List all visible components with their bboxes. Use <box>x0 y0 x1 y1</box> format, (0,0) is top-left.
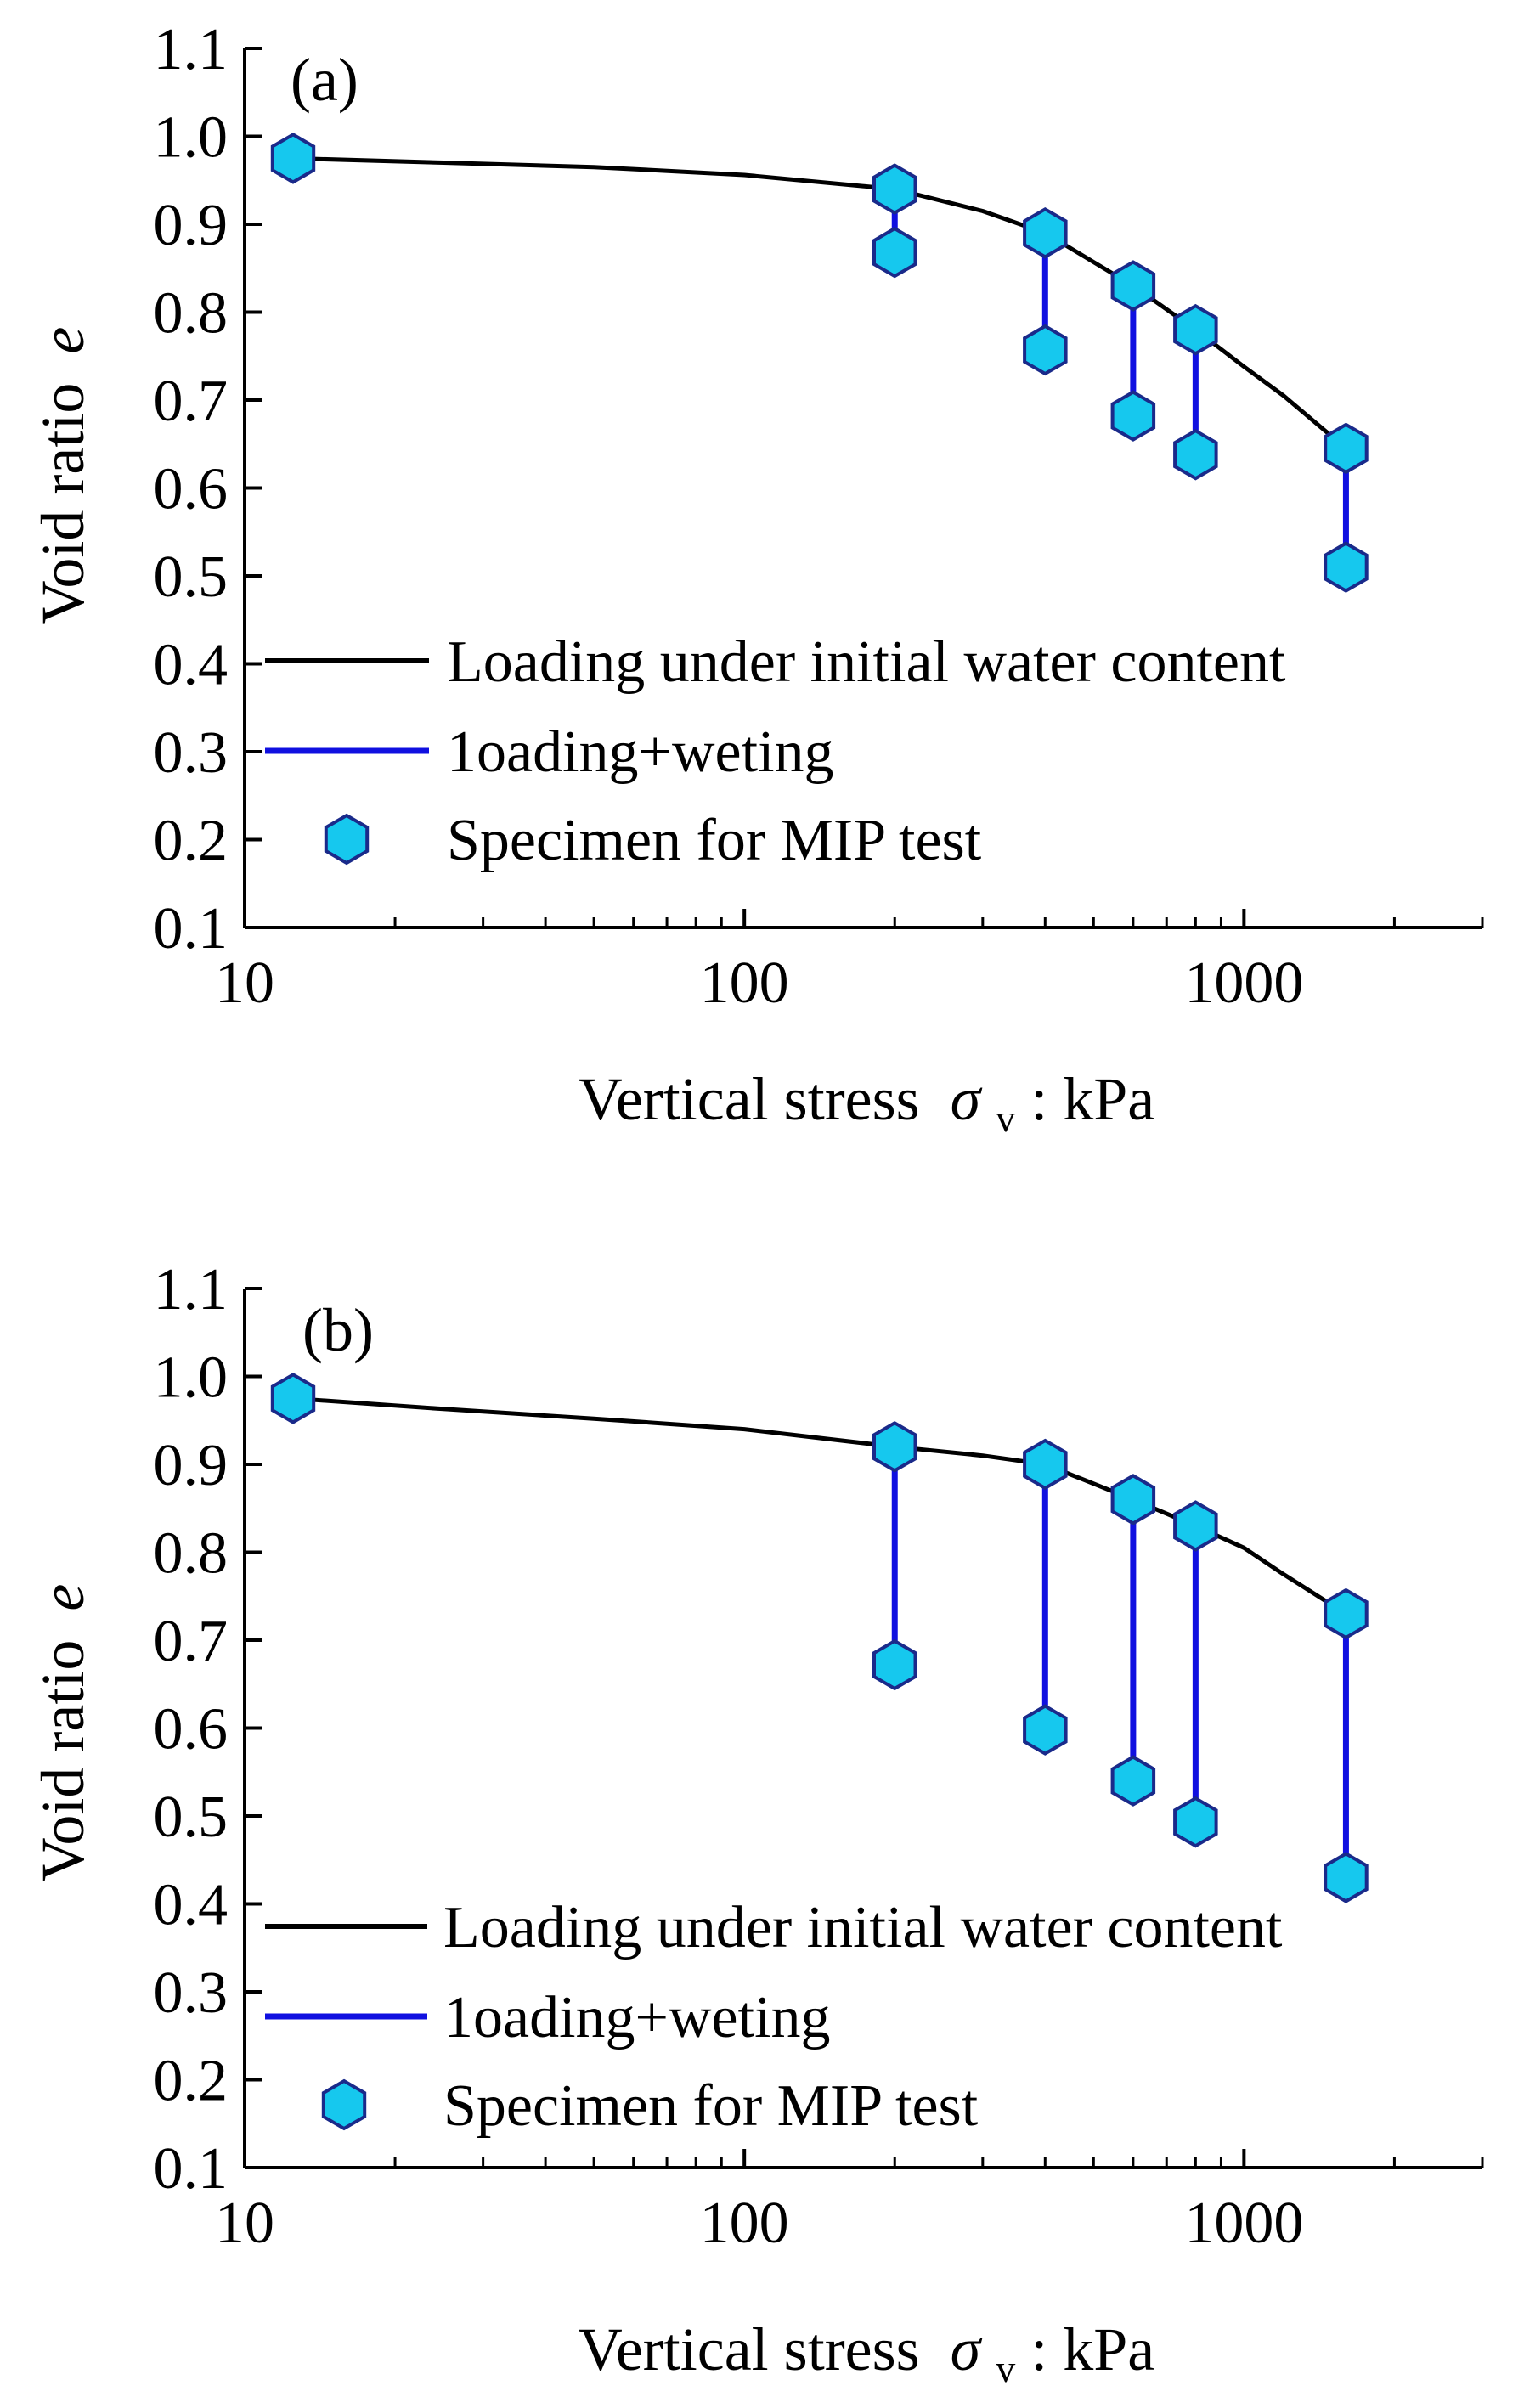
x-axis-subscript: v <box>996 2347 1015 2390</box>
y-tick-label: 0.8 <box>154 281 229 347</box>
specimen-point <box>872 1638 917 1691</box>
panel-label-b: (b) <box>302 1296 374 1364</box>
x-axis-subscript: v <box>996 1097 1015 1140</box>
specimen-point <box>872 226 917 279</box>
y-axis-title-b: Void ratio e <box>29 1584 97 1882</box>
specimen-point <box>1110 390 1156 442</box>
y-tick-label: 0.8 <box>154 1521 229 1587</box>
y-tick-label: 0.4 <box>154 633 229 698</box>
y-tick-label: 0.6 <box>154 457 229 522</box>
x-axis-symbol: σ <box>951 2315 983 2383</box>
legend-hexagon-icon <box>324 813 370 866</box>
axes-frame <box>243 1289 1482 2169</box>
x-axis-label: Vertical stress <box>579 2315 920 2383</box>
y-tick-label: 1.1 <box>154 1257 229 1322</box>
legend-wetting-label: 1oading+weting <box>443 1985 831 2050</box>
specimen-point <box>1173 1796 1218 1848</box>
specimen-point <box>1023 1704 1068 1756</box>
x-axis-symbol: σ <box>951 1065 983 1133</box>
y-tick-label: 0.2 <box>154 2049 229 2114</box>
legend-loading-label: Loading under initial water content <box>443 1895 1283 1960</box>
y-axis-label: Void ratio <box>29 1640 97 1882</box>
specimen-point <box>1023 1438 1068 1491</box>
specimen-point <box>1324 1587 1369 1640</box>
y-tick-label: 0.5 <box>154 1785 229 1850</box>
legend-specimen-label: Specimen for MIP test <box>447 808 982 873</box>
ticks: 0.1 0.2 0.3 0.4 0.5 0.6 0.7 0.8 0.9 1.0 1.1 10 100 10… <box>154 1257 1484 2256</box>
legend-loading-label: Loading under initial water content <box>447 629 1286 695</box>
specimen-point <box>1173 1500 1218 1552</box>
specimen-markers-layer <box>270 1373 1369 1903</box>
y-tick-label: 0.9 <box>154 1433 229 1498</box>
specimen-point <box>1023 324 1068 376</box>
x-tick-label: 10 <box>215 950 274 1016</box>
loading-curve-layer <box>292 155 1348 450</box>
legend-wetting-label: 1oading+weting <box>447 719 834 785</box>
y-tick-label: 0.1 <box>154 896 229 962</box>
specimen-point <box>1324 1852 1369 1903</box>
y-tick-label: 0.3 <box>154 720 229 786</box>
x-axis-unit: : kPa <box>1030 1065 1154 1133</box>
loading-curve <box>292 1396 1347 1616</box>
specimen-point <box>1110 260 1156 312</box>
x-tick-label: 100 <box>700 2191 789 2256</box>
y-tick-label: 0.2 <box>154 809 229 874</box>
y-axis-symbol: e <box>29 1584 97 1611</box>
y-tick-label: 1.0 <box>154 105 229 171</box>
x-axis-title-a: Vertical stress σ v : kPa <box>579 1065 1154 1145</box>
y-tick-label: 0.6 <box>154 1697 229 1762</box>
specimen-point <box>1023 206 1068 259</box>
y-tick-label: 1.0 <box>154 1345 229 1411</box>
ticks: 0.1 0.2 0.3 0.4 0.5 0.6 0.7 0.8 0.9 1.0 1.1 10 100 10… <box>154 17 1484 1016</box>
x-axis-unit: : kPa <box>1030 2315 1154 2383</box>
y-tick-label: 0.7 <box>154 369 229 434</box>
y-tick-label: 0.5 <box>154 544 229 610</box>
specimen-markers-layer <box>270 133 1369 593</box>
legend-specimen-marker <box>324 813 370 866</box>
specimen-point <box>872 1420 917 1473</box>
specimen-point <box>1173 428 1218 481</box>
legend-b: Loading under initial water content 1oad… <box>265 1895 1283 2139</box>
y-tick-label: 0.1 <box>154 2136 229 2202</box>
specimen-point <box>1324 541 1369 593</box>
specimen-point <box>1173 303 1218 356</box>
chart-panel-b: 0.1 0.2 0.3 0.4 0.5 0.6 0.7 0.8 0.9 1.0 1.1 10 100 10… <box>29 1257 1484 2395</box>
x-axis-title-b: Vertical stress σ v : kPa <box>579 2315 1154 2395</box>
x-axis-label: Vertical stress <box>579 1065 920 1133</box>
legend-specimen-label: Specimen for MIP test <box>443 2073 979 2139</box>
loading-curve-layer <box>292 1396 1347 1616</box>
specimen-point <box>1324 422 1369 475</box>
x-tick-label: 1000 <box>1184 2191 1303 2256</box>
y-axis-title-a: Void ratio e <box>29 327 97 625</box>
y-tick-label: 0.9 <box>154 193 229 258</box>
specimen-point <box>270 1373 316 1424</box>
wetting-paths-layer <box>891 189 1349 567</box>
specimen-point <box>1110 1474 1156 1525</box>
specimen-point <box>872 163 917 215</box>
y-tick-label: 0.7 <box>154 1609 229 1674</box>
legend-a: Loading under initial water content 1oad… <box>265 629 1286 873</box>
y-tick-label: 0.3 <box>154 1960 229 2026</box>
legend-specimen-marker <box>321 2078 367 2131</box>
panel-label-a: (a) <box>291 46 358 114</box>
legend-hexagon-icon <box>321 2078 367 2131</box>
specimen-point <box>270 133 316 184</box>
x-tick-label: 1000 <box>1184 950 1303 1016</box>
specimen-point <box>1110 1755 1156 1807</box>
x-tick-label: 10 <box>215 2191 274 2256</box>
axes-frame <box>243 48 1482 929</box>
x-tick-label: 100 <box>700 950 789 1016</box>
loading-curve <box>292 155 1348 450</box>
y-tick-label: 0.4 <box>154 1873 229 1938</box>
chart-panel-a: 0.1 0.2 0.3 0.4 0.5 0.6 0.7 0.8 0.9 1.0 1.1 10 100 10… <box>29 17 1484 1145</box>
y-axis-symbol: e <box>29 327 97 354</box>
wetting-paths-layer <box>891 1446 1349 1878</box>
y-tick-label: 1.1 <box>154 17 229 82</box>
y-axis-label: Void ratio <box>29 383 97 625</box>
